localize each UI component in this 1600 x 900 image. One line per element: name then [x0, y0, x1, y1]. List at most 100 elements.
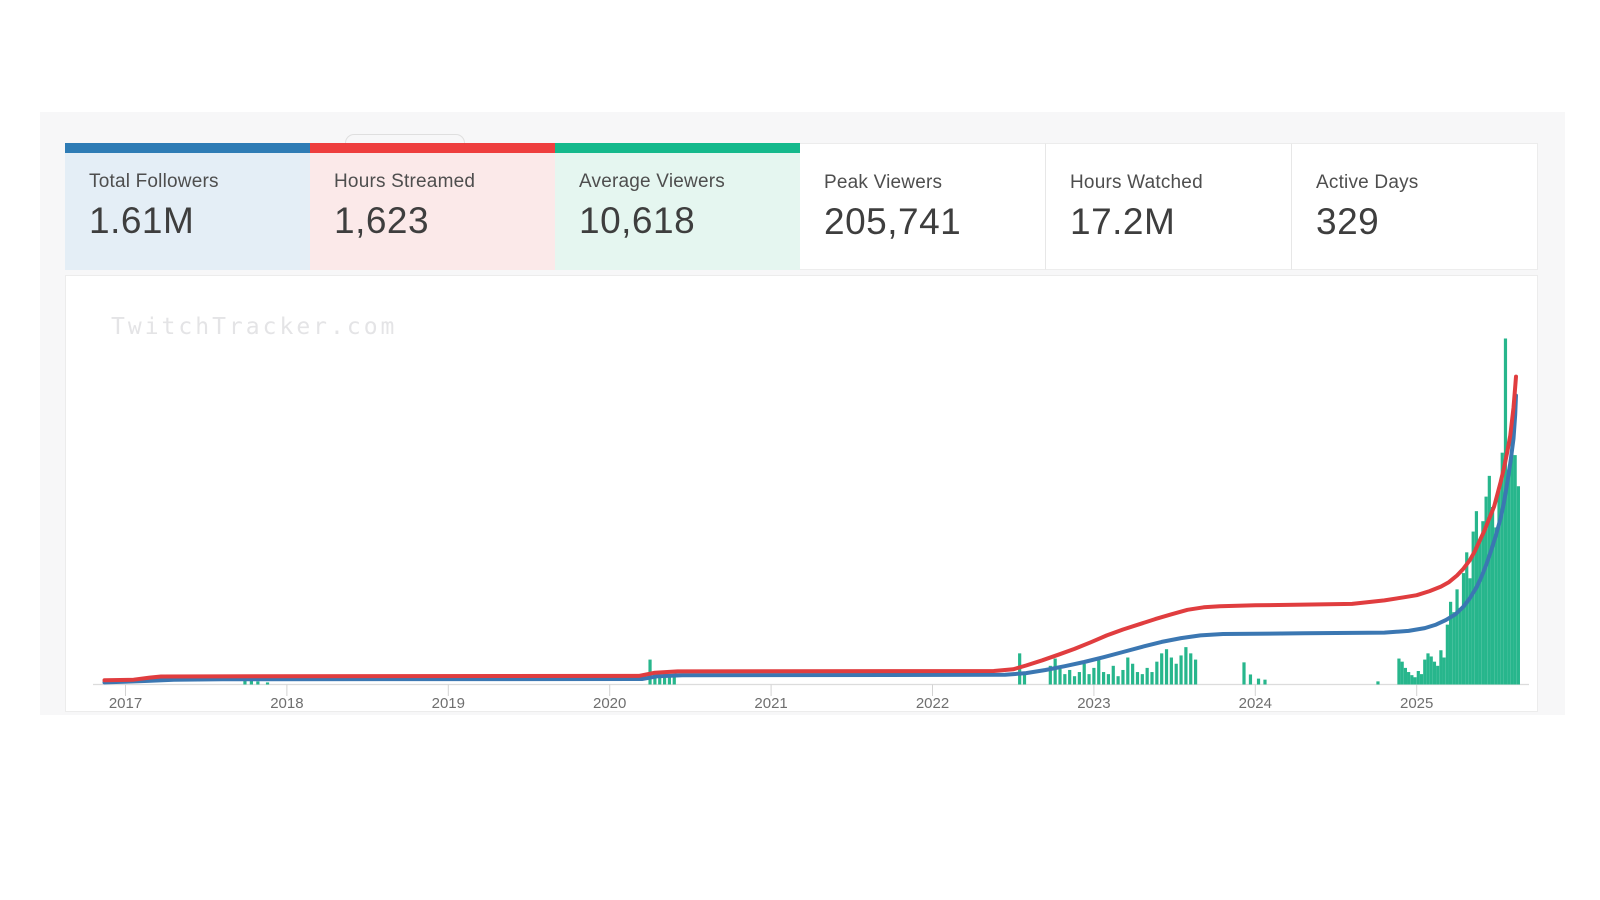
- hours-streamed-bar: [1478, 541, 1482, 685]
- stat-label: Hours Watched: [1070, 172, 1203, 193]
- card-accent-bar: [310, 143, 555, 153]
- hours-streamed-bar: [243, 680, 247, 685]
- stat-card-active-days: Active Days 329: [1291, 143, 1538, 270]
- hours-streamed-bar: [249, 678, 253, 685]
- hours-streamed-bar: [1448, 601, 1453, 685]
- hours-streamed-bar: [1189, 653, 1193, 685]
- hours-streamed-bar: [1092, 667, 1096, 685]
- x-axis-label: 2018: [270, 695, 303, 711]
- hours-streamed-bar: [1416, 671, 1420, 685]
- x-axis-label: 2020: [593, 695, 626, 711]
- hours-streamed-bar: [1160, 653, 1164, 685]
- hours-streamed-bar: [1164, 649, 1169, 685]
- hours-streamed-bar: [1097, 659, 1101, 685]
- stat-value: 205,741: [824, 201, 962, 242]
- chart-panel: TwitchTracker.com 2017 2018 2019 2020 2021 20…: [65, 275, 1538, 712]
- hours-streamed-bar: [1140, 674, 1144, 685]
- stat-value: 1.61M: [89, 200, 195, 241]
- hours-streamed-bar: [1116, 676, 1120, 685]
- hours-streamed-bar: [1471, 531, 1475, 685]
- hours-streamed-bar: [1400, 661, 1404, 685]
- hours-streamed-bar: [667, 674, 672, 685]
- trend-red-line: [102, 374, 1518, 683]
- hours-streamed-bar: [1193, 659, 1198, 685]
- hours-streamed-bar: [1487, 475, 1491, 685]
- hours-streamed-bar: [1179, 655, 1183, 685]
- stats-summary-row: Total Followers 1.61M Hours Streamed 1,6…: [65, 143, 1538, 270]
- stat-card-peak-viewers: Peak Viewers 205,741: [800, 143, 1045, 270]
- hours-streamed-bar: [1106, 674, 1111, 685]
- hours-streamed-bar: [1145, 667, 1149, 685]
- hours-streamed-bar: [1407, 672, 1411, 685]
- hours-streamed-bar: [1121, 669, 1125, 685]
- x-axis-label: 2017: [109, 695, 142, 711]
- hours-streamed-bar: [1263, 679, 1267, 685]
- hours-streamed-bar: [1068, 669, 1072, 685]
- hours-streamed-bar: [1022, 672, 1027, 685]
- x-axis-label: 2022: [916, 695, 949, 711]
- followers-viewers-chart[interactable]: 2017 2018 2019 2020 2021 2022 2023 2024 2025: [66, 276, 1537, 711]
- stat-label: Active Days: [1316, 172, 1419, 193]
- hours-streamed-bar: [1242, 662, 1246, 685]
- x-axis-label: 2019: [432, 695, 465, 711]
- hours-streamed-bar: [1429, 656, 1433, 685]
- hours-streamed-bar: [1474, 511, 1479, 685]
- stat-value: 17.2M: [1070, 201, 1176, 242]
- hours-streamed-bar: [1111, 665, 1115, 685]
- stat-label: Total Followers: [89, 171, 219, 192]
- hours-streamed-bar: [1452, 612, 1456, 685]
- watermark: TwitchTracker.com: [111, 314, 398, 340]
- hours-streamed-bar: [662, 674, 667, 685]
- hours-streamed-bar: [1135, 672, 1140, 685]
- hours-streamed-bar: [1426, 653, 1430, 685]
- hours-streamed-bar: [1468, 578, 1472, 685]
- stat-card-total-followers: Total Followers 1.61M: [65, 143, 310, 270]
- card-accent-bar: [65, 143, 310, 153]
- stat-label: Hours Streamed: [334, 171, 476, 192]
- hours-streamed-bar: [1513, 455, 1517, 685]
- hours-streamed-bar: [1413, 677, 1417, 685]
- hours-streamed-bar: [1087, 674, 1091, 685]
- hours-streamed-bar: [1053, 658, 1057, 685]
- hours-streamed-bar: [1063, 674, 1067, 685]
- hours-streamed-bar: [1423, 659, 1427, 685]
- hours-streamed-bar: [1248, 674, 1253, 685]
- stat-value: 1,623: [334, 200, 430, 241]
- hours-streamed-bar: [1497, 490, 1501, 685]
- hours-streamed-bar: [1516, 486, 1520, 685]
- hours-streamed-bar: [1155, 661, 1159, 685]
- stat-card-hours-streamed: Hours Streamed 1,623: [310, 143, 555, 270]
- stat-card-average-viewers: Average Viewers 10,618: [555, 143, 800, 270]
- hours-streamed-bar: [1072, 676, 1077, 685]
- hours-streamed-bar: [1419, 674, 1424, 685]
- hours-streamed-bar: [1500, 452, 1504, 685]
- hours-streamed-bar: [1442, 657, 1446, 685]
- hours-streamed-bar: [1445, 624, 1449, 685]
- hours-streamed-bar: [1461, 573, 1466, 685]
- hours-streamed-bar: [672, 675, 676, 685]
- x-axis-label: 2025: [1400, 695, 1433, 711]
- hours-streamed-bar: [1077, 672, 1081, 685]
- hours-streamed-bar: [1484, 496, 1488, 685]
- hours-streamed-bar: [1436, 665, 1440, 685]
- hours-streamed-bar: [1131, 663, 1135, 685]
- hours-streamed-bar: [1397, 658, 1401, 685]
- hours-streamed-bar: [1503, 338, 1508, 685]
- hours-streamed-bar: [256, 681, 260, 685]
- x-axis-label: 2021: [754, 695, 787, 711]
- hours-streamed-bar: [1507, 469, 1511, 685]
- hours-streamed-bar: [1256, 678, 1261, 685]
- hours-streamed-bar: [1101, 672, 1106, 685]
- stat-value: 10,618: [579, 200, 696, 241]
- hours-streamed-bar: [1439, 650, 1443, 685]
- hours-streamed-bar: [1403, 667, 1408, 685]
- hours-streamed-bar: [1058, 668, 1062, 685]
- hours-streamed-bar: [1494, 527, 1498, 685]
- hours-streamed-bar: [658, 674, 662, 685]
- hours-streamed-bar: [1048, 665, 1052, 685]
- trend-blue-line: [102, 393, 1518, 685]
- stat-label: Peak Viewers: [824, 172, 943, 193]
- hours-streamed-bar: [1481, 521, 1485, 685]
- hours-streamed-bar: [1465, 552, 1469, 685]
- card-accent-bar: [555, 143, 800, 153]
